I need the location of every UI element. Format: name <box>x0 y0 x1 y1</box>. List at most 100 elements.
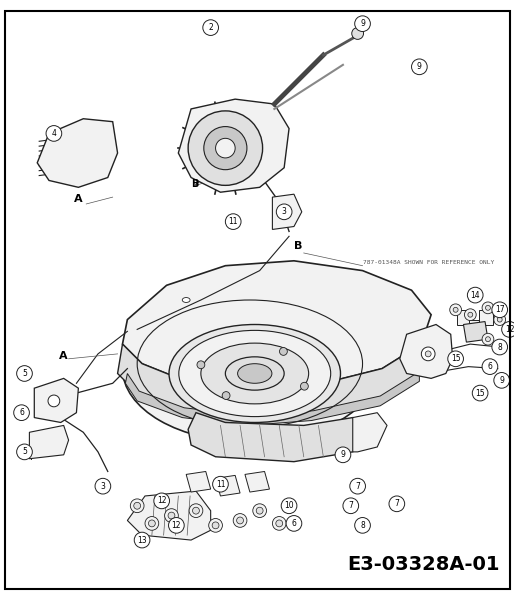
Text: 15: 15 <box>475 389 485 398</box>
Polygon shape <box>216 475 240 496</box>
Polygon shape <box>464 322 488 342</box>
Text: 13: 13 <box>137 536 147 545</box>
Circle shape <box>468 312 473 317</box>
Circle shape <box>225 214 241 229</box>
Text: 11: 11 <box>216 480 225 489</box>
Text: B: B <box>191 179 198 190</box>
Circle shape <box>154 493 170 509</box>
Text: 787-01348A SHOWN FOR REFERENCE ONLY: 787-01348A SHOWN FOR REFERENCE ONLY <box>363 260 494 265</box>
Text: 9: 9 <box>417 62 422 71</box>
Polygon shape <box>272 194 302 229</box>
Circle shape <box>14 405 29 421</box>
Circle shape <box>422 347 435 361</box>
Circle shape <box>189 504 203 518</box>
Polygon shape <box>245 472 269 492</box>
Circle shape <box>17 365 33 382</box>
Polygon shape <box>128 491 211 540</box>
Circle shape <box>48 395 60 407</box>
Circle shape <box>281 498 297 514</box>
Circle shape <box>203 20 218 35</box>
Circle shape <box>216 139 235 158</box>
Circle shape <box>355 518 370 533</box>
Circle shape <box>204 127 247 170</box>
Circle shape <box>472 385 488 401</box>
Circle shape <box>134 532 150 548</box>
Polygon shape <box>125 371 419 425</box>
Circle shape <box>482 302 494 314</box>
Ellipse shape <box>238 364 272 383</box>
Ellipse shape <box>122 295 377 442</box>
Circle shape <box>165 509 178 523</box>
Circle shape <box>465 309 476 320</box>
Text: 8: 8 <box>497 343 502 352</box>
Circle shape <box>482 334 494 345</box>
Circle shape <box>209 518 223 532</box>
Circle shape <box>256 507 263 514</box>
Text: A: A <box>74 194 82 204</box>
Circle shape <box>453 307 458 312</box>
Circle shape <box>492 339 508 355</box>
Circle shape <box>352 28 363 40</box>
Text: 15: 15 <box>451 354 460 363</box>
Circle shape <box>486 305 490 310</box>
Circle shape <box>335 447 351 463</box>
Circle shape <box>355 16 370 32</box>
Circle shape <box>272 517 286 530</box>
Polygon shape <box>186 472 211 492</box>
Circle shape <box>253 504 267 518</box>
Polygon shape <box>469 320 483 335</box>
Ellipse shape <box>182 298 190 302</box>
Circle shape <box>492 302 508 317</box>
Ellipse shape <box>179 331 331 416</box>
Polygon shape <box>34 379 78 422</box>
Circle shape <box>134 502 141 509</box>
Text: 3: 3 <box>100 482 106 491</box>
Polygon shape <box>188 413 363 461</box>
Text: 12: 12 <box>157 496 166 505</box>
Text: 9: 9 <box>360 19 365 28</box>
Circle shape <box>188 111 262 185</box>
Circle shape <box>197 361 205 368</box>
Circle shape <box>448 351 464 367</box>
Circle shape <box>276 520 282 527</box>
Text: 2: 2 <box>208 23 213 32</box>
Circle shape <box>95 478 111 494</box>
Circle shape <box>237 517 244 524</box>
Text: 9: 9 <box>499 376 504 385</box>
Circle shape <box>279 347 287 355</box>
Circle shape <box>213 476 228 492</box>
Text: A: A <box>59 351 67 361</box>
Text: 3: 3 <box>282 208 287 217</box>
Text: B: B <box>294 241 302 251</box>
Polygon shape <box>122 261 431 388</box>
Circle shape <box>276 204 292 220</box>
Polygon shape <box>29 425 69 459</box>
Text: 11: 11 <box>228 217 238 226</box>
Polygon shape <box>178 99 289 192</box>
Polygon shape <box>479 310 493 325</box>
Circle shape <box>212 522 219 529</box>
Text: 14: 14 <box>470 290 480 299</box>
Circle shape <box>486 337 490 341</box>
Ellipse shape <box>225 357 284 390</box>
Polygon shape <box>37 119 118 187</box>
Circle shape <box>17 444 33 460</box>
Text: 6: 6 <box>291 519 297 528</box>
Text: 5: 5 <box>22 369 27 378</box>
Polygon shape <box>353 413 387 452</box>
Circle shape <box>168 512 175 519</box>
Circle shape <box>502 322 517 337</box>
Polygon shape <box>457 310 470 325</box>
Circle shape <box>389 496 405 512</box>
Text: 6: 6 <box>19 408 24 417</box>
Circle shape <box>350 478 365 494</box>
Circle shape <box>46 125 62 141</box>
Text: E3-03328A-01: E3-03328A-01 <box>347 556 500 574</box>
Text: 17: 17 <box>495 305 505 314</box>
Text: 5: 5 <box>22 448 27 457</box>
Circle shape <box>145 517 159 530</box>
Circle shape <box>482 359 498 374</box>
Text: 4: 4 <box>51 129 56 138</box>
Circle shape <box>497 317 502 322</box>
Text: 7: 7 <box>355 482 360 491</box>
